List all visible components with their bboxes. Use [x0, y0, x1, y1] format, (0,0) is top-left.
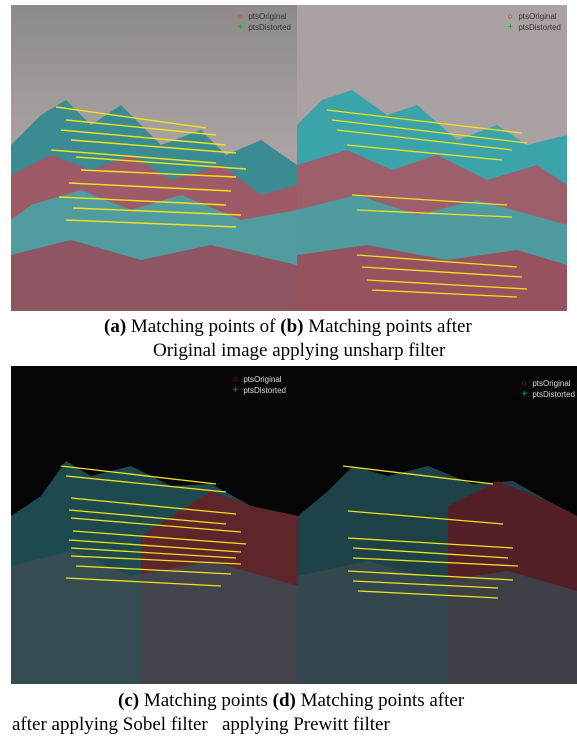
distorted-marker-icon: + — [507, 22, 514, 33]
panel-d-image: ○ ptsOriginal + ptsDistorted — [298, 366, 577, 684]
caption-row2-line2: after applying Sobel filter applying Pre… — [12, 714, 390, 735]
legend-label-distorted: ptsDistorted — [518, 23, 561, 32]
caption-row1-line1: (a) Matching points of (b) Matching poin… — [104, 316, 472, 338]
panel-a-scene — [11, 5, 297, 311]
match-lines-b — [326, 109, 528, 298]
original-marker-icon: ○ — [237, 11, 244, 21]
caption-tag-c: (c) — [118, 690, 140, 711]
legend-a: ○ ptsOriginal + ptsDistorted — [236, 11, 291, 33]
legend-label-original: ptsOriginal — [243, 375, 282, 384]
caption-text-c: Matching points — [139, 690, 273, 711]
distorted-marker-icon: + — [521, 389, 528, 400]
legend-label-original: ptsOriginal — [518, 12, 557, 21]
original-marker-icon: ○ — [232, 374, 239, 384]
caption-tag-a: (a) — [104, 316, 127, 337]
caption-tag-d: (d) — [272, 690, 296, 711]
legend-label-distorted: ptsDistorted — [243, 386, 286, 395]
caption-text-d: Matching points after — [295, 690, 465, 711]
match-lines-c — [60, 465, 247, 587]
caption-text-a: Matching points of — [126, 316, 281, 337]
legend-label-original: ptsOriginal — [248, 12, 287, 21]
panel-b-scene — [297, 5, 567, 311]
match-lines-d — [342, 465, 519, 599]
distorted-marker-icon: + — [232, 385, 239, 396]
caption-text-b: Matching points after — [303, 316, 472, 337]
legend-label-distorted: ptsDistorted — [248, 23, 291, 32]
original-marker-icon: ○ — [507, 11, 514, 21]
panel-b-image: ○ ptsOriginal + ptsDistorted — [297, 5, 567, 311]
caption-row1-line2: Original image applying unsharp filter — [153, 340, 446, 361]
original-marker-icon: ○ — [521, 378, 528, 388]
panel-d-scene — [298, 366, 577, 684]
legend-c: ○ ptsOriginal + ptsDistorted — [231, 374, 286, 396]
legend-d: ○ ptsOriginal + ptsDistorted — [520, 378, 575, 400]
panel-a-image: ○ ptsOriginal + ptsDistorted — [11, 5, 297, 311]
panel-c-image: ○ ptsOriginal + ptsDistorted — [11, 366, 298, 684]
panel-c-scene — [11, 366, 298, 684]
caption-row2-line1: (c) Matching points (d) Matching points … — [118, 690, 464, 712]
caption-tag-b: (b) — [280, 316, 304, 337]
legend-label-distorted: ptsDistorted — [532, 390, 575, 399]
legend-b: ○ ptsOriginal + ptsDistorted — [506, 11, 561, 33]
distorted-marker-icon: + — [237, 22, 244, 33]
legend-label-original: ptsOriginal — [532, 379, 571, 388]
match-lines-a — [50, 106, 247, 228]
